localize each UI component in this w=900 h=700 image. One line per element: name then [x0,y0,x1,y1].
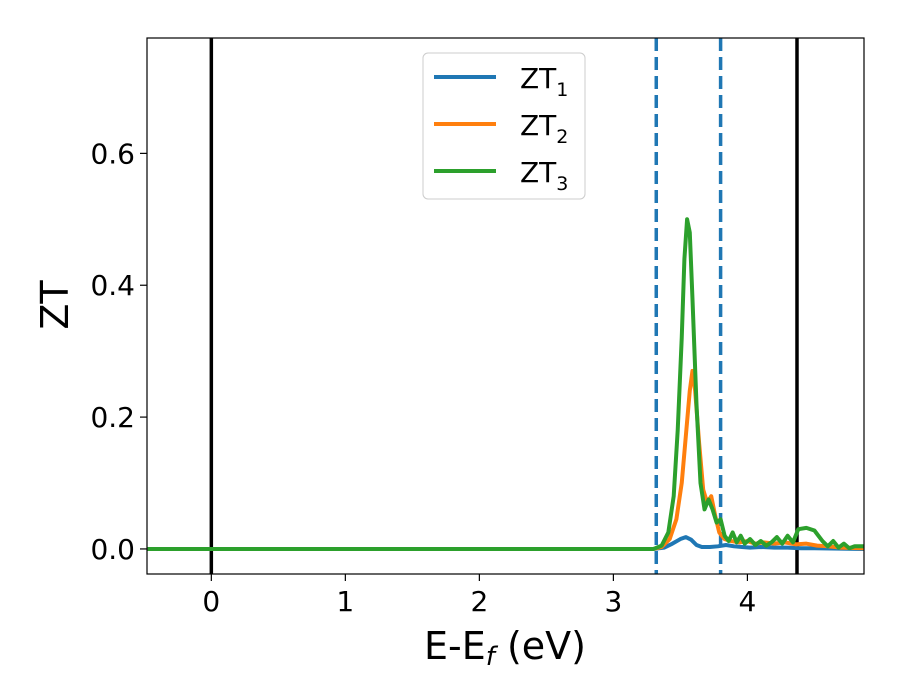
x-axis-label-main: E-E [424,624,486,668]
series-lines [147,217,864,551]
x-tick-label: 1 [336,585,354,618]
y-tick-label: 0.6 [90,137,135,170]
x-tick-label: 3 [604,585,622,618]
series-line-zt2 [147,368,864,551]
y-tick-label: 0.4 [90,269,135,302]
x-axis-label: E-Ef (eV) [424,624,586,672]
series-line-zt3 [147,217,864,551]
legend-label-zt1: ZT1 [520,62,568,101]
x-axis-label-unit: (eV) [495,624,586,668]
vertical-reference-lines [209,38,799,574]
y-tick-label: 0.2 [90,401,135,434]
x-tick-label: 2 [470,585,488,618]
legend: ZT1 ZT2 ZT3 [422,52,586,200]
axis-ticks: 0 1 2 3 4 0.0 0.2 0.4 0.6 [90,137,756,618]
series-line-zt1 [147,535,864,551]
x-tick-label: 4 [738,585,756,618]
legend-label-zt2: ZT2 [520,109,568,148]
legend-box [422,52,586,200]
plot-frame [146,37,865,575]
x-tick-label: 0 [202,585,220,618]
y-tick-label: 0.0 [90,533,135,566]
y-axis-label: ZT [33,280,77,330]
legend-label-zt3: ZT3 [520,156,568,195]
